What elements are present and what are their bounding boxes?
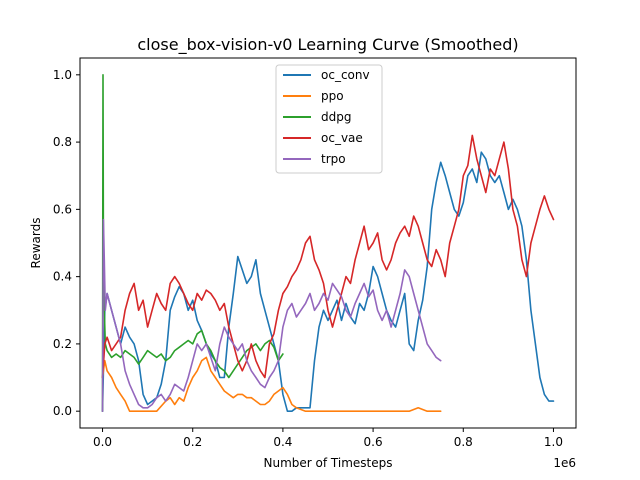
y-axis-label: Rewards xyxy=(29,218,43,269)
y-tick-label: 0.2 xyxy=(53,337,72,351)
x-tick-label: 1.0 xyxy=(544,435,563,449)
legend-label-ppo: ppo xyxy=(321,89,344,103)
x-axis-label: Number of Timesteps xyxy=(264,456,393,470)
legend-label-ddpg: ddpg xyxy=(321,110,351,124)
x-tick-label: 0.8 xyxy=(454,435,473,449)
x-tick-label: 0.4 xyxy=(273,435,292,449)
series-line-oc-conv xyxy=(101,151,555,413)
series-line-trpo xyxy=(101,218,442,413)
y-tick-label: 1.0 xyxy=(53,68,72,82)
y-tick-label: 0.0 xyxy=(53,404,72,418)
legend-box xyxy=(275,64,383,174)
x-axis-ticks: 0.0 0.2 0.4 0.6 0.8 1.0 xyxy=(93,428,563,449)
legend-label-trpo: trpo xyxy=(321,152,346,166)
x-axis-offset-label: 1e6 xyxy=(553,456,576,470)
plot-frame xyxy=(79,57,577,429)
legend-label-oc-conv: oc_conv xyxy=(321,68,370,82)
series-line-ppo xyxy=(101,356,442,413)
x-tick-label: 0.0 xyxy=(93,435,112,449)
y-tick-label: 0.6 xyxy=(53,202,72,216)
y-tick-label: 0.4 xyxy=(53,270,72,284)
y-axis-ticks: 0.0 0.2 0.4 0.6 0.8 1.0 xyxy=(53,68,80,418)
y-tick-label: 0.8 xyxy=(53,135,72,149)
chart-title: close_box-vision-v0 Learning Curve (Smoo… xyxy=(137,35,518,55)
x-tick-label: 0.6 xyxy=(364,435,383,449)
x-tick-label: 0.2 xyxy=(183,435,202,449)
series-layer xyxy=(101,74,555,413)
legend-label-oc-vae: oc_vae xyxy=(321,131,363,145)
